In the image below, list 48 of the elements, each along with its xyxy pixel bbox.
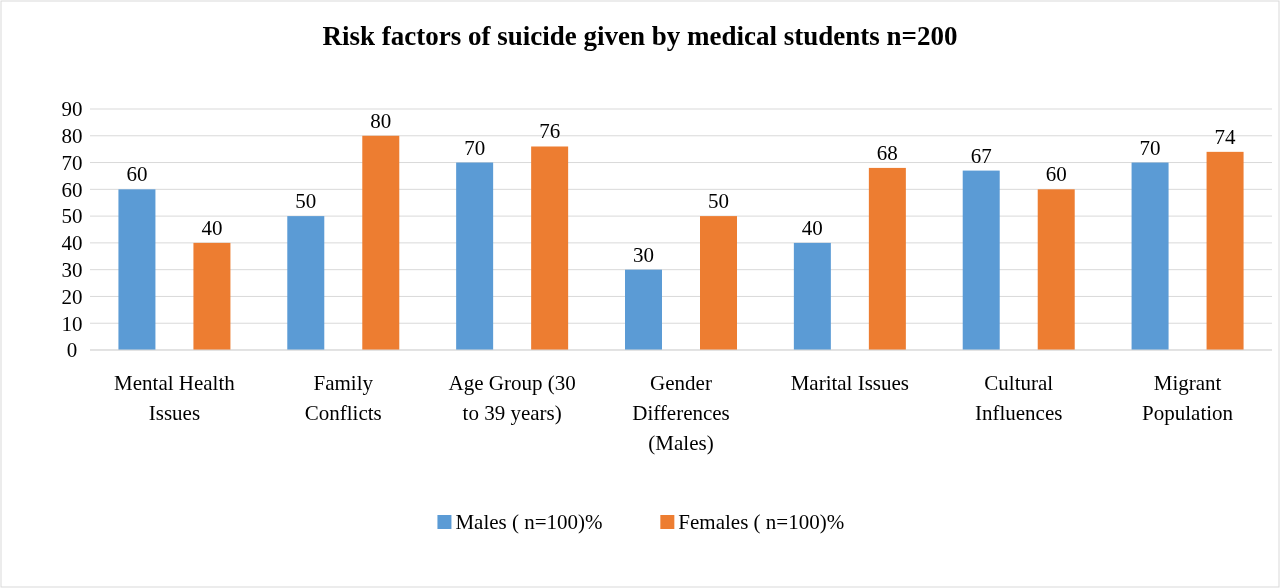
data-label: 50 — [708, 189, 729, 214]
bar — [700, 216, 737, 350]
data-label: 30 — [633, 242, 654, 267]
x-tick-label: Marital Issues — [790, 371, 910, 395]
chart-title: Risk factors of suicide given by medical students n=200 — [322, 21, 958, 51]
data-label: 70 — [1139, 135, 1161, 160]
data-label: 40 — [801, 215, 823, 240]
bar — [287, 216, 325, 350]
data-label: 50 — [295, 189, 317, 214]
x-tick-label: Cultural Influences — [974, 371, 1063, 425]
data-label: 60 — [126, 162, 148, 187]
data-label: 70 — [464, 135, 486, 160]
y-tick-label: 60 — [61, 177, 83, 202]
data-label: 67 — [970, 143, 992, 168]
data-label: 40 — [201, 215, 223, 240]
data-label: 80 — [370, 108, 392, 133]
x-tick-label: Family Conflicts — [304, 371, 382, 425]
y-tick-label: 70 — [61, 150, 83, 175]
y-tick-label: 30 — [61, 258, 83, 283]
legend-label: Males ( n=100)% — [455, 510, 603, 535]
data-label: 60 — [1045, 162, 1067, 187]
bar — [118, 189, 156, 350]
bar — [625, 269, 662, 350]
data-label: 74 — [1214, 124, 1237, 149]
x-tick-label: Age Group (30 to 39 years) — [448, 371, 576, 425]
bar — [531, 146, 569, 350]
x-tick-label: Gender Differences (Males) — [632, 371, 730, 455]
bar — [193, 242, 231, 350]
bar — [456, 162, 494, 350]
bar — [962, 170, 1000, 350]
data-label: 76 — [539, 119, 561, 144]
bar — [1206, 151, 1244, 350]
x-tick-label: Mental Health Issues — [114, 371, 236, 425]
y-tick-label: 10 — [61, 311, 83, 336]
bar — [793, 242, 831, 350]
legend-label: Females ( n=100)% — [678, 510, 845, 535]
bar — [362, 135, 400, 350]
y-tick-label: 0 — [66, 338, 78, 363]
bar — [1131, 162, 1169, 350]
y-tick-label: 90 — [61, 97, 83, 122]
bar — [1037, 189, 1075, 350]
data-label: 68 — [876, 140, 898, 165]
x-tick-label: Migrant Population — [1142, 371, 1234, 425]
y-tick-label: 20 — [61, 284, 83, 309]
y-tick-label: 40 — [61, 231, 83, 256]
bar — [868, 167, 906, 350]
y-tick-label: 80 — [61, 124, 83, 149]
y-tick-label: 50 — [61, 204, 83, 229]
